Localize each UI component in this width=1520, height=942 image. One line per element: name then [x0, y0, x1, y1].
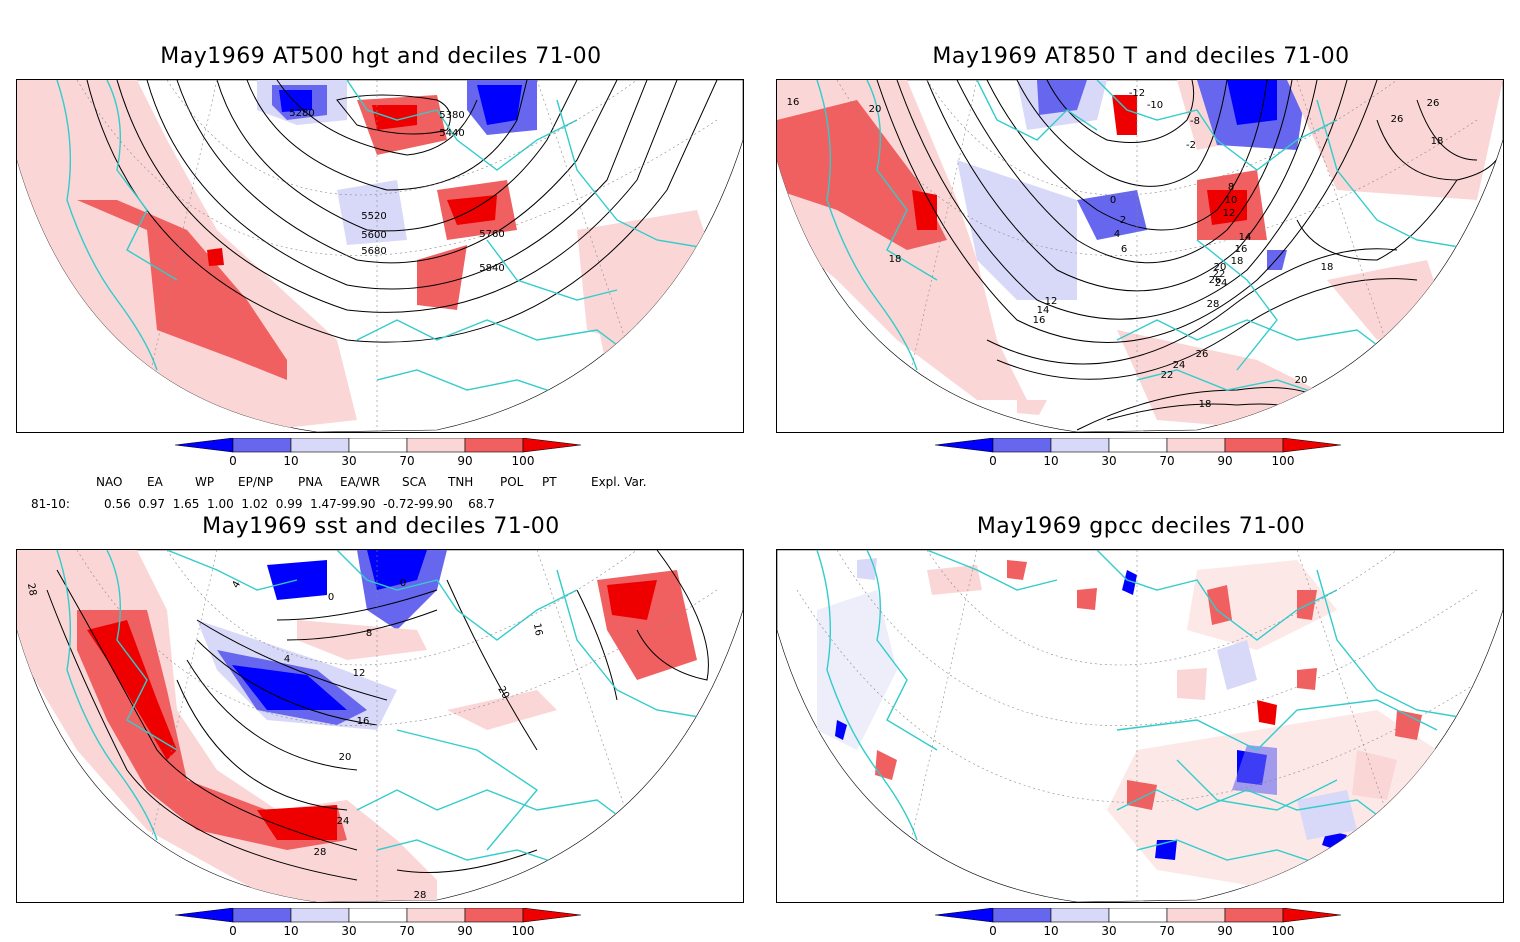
panel-title-hgt: May1969 AT500 hgt and deciles 71-00 — [160, 44, 602, 69]
colorbar-t850: 0 10 30 70 90 100 — [935, 438, 1345, 472]
panel-title-t850: May1969 AT850 T and deciles 71-00 — [932, 44, 1350, 69]
colorbar-hgt: 0 10 30 70 90 100 — [175, 438, 585, 472]
colorbar-segment — [464, 908, 524, 923]
index-name: POL — [500, 475, 524, 489]
colorbar-tick-label: 100 — [511, 454, 535, 468]
index-row-label: 81-10: — [31, 497, 70, 511]
colorbar-segment — [1282, 908, 1342, 923]
colorbar-tick-label: 10 — [1043, 454, 1059, 468]
colorbar-tick-label: 30 — [1101, 454, 1117, 468]
index-values-row: 81-10: 0.56 0.97 1.65 1.00 1.02 0.99 1.4… — [0, 497, 700, 513]
colorbar-tick-label: 70 — [1159, 454, 1175, 468]
colorbar-segment — [1282, 438, 1342, 453]
colorbar-tick-label: 10 — [1043, 924, 1059, 938]
colorbar-segment — [1050, 908, 1110, 923]
anomaly-red — [77, 200, 287, 380]
colorbar-tick-label: 90 — [1217, 924, 1233, 938]
index-name: NAO — [96, 475, 123, 489]
index-name: EA — [147, 475, 163, 489]
colorbar-segment — [232, 908, 292, 923]
colorbar-segment — [175, 908, 234, 923]
colorbar-segment — [1108, 908, 1168, 923]
colorbar-segment — [935, 908, 994, 923]
colorbar-segment — [1108, 438, 1168, 453]
index-values: 0.56 0.97 1.65 1.00 1.02 0.99 1.47-99.90… — [104, 497, 495, 511]
colorbar-tick-label: 10 — [283, 924, 299, 938]
panel-title-sst: May1969 sst and deciles 71-00 — [202, 514, 560, 539]
colorbar-tick-label: 100 — [1271, 454, 1295, 468]
colorbar-tick-label: 90 — [457, 454, 473, 468]
colorbar-tick-label: 90 — [1217, 454, 1233, 468]
colorbar-segment — [1224, 908, 1284, 923]
colorbar-segment — [406, 908, 466, 923]
colorbar-gpcc: 0 10 30 70 90 100 — [935, 908, 1345, 942]
index-name: PNA — [298, 475, 323, 489]
colorbar-segment — [290, 438, 350, 453]
panel-title-gpcc: May1969 gpcc deciles 71-00 — [976, 514, 1306, 539]
index-name: WP — [195, 475, 215, 489]
colorbar-tick-label: 0 — [229, 454, 237, 468]
index-name: Expl. Var. — [591, 475, 647, 489]
index-name: SCA — [402, 475, 427, 489]
colorbar-segment — [522, 438, 582, 453]
colorbar-segment — [1050, 438, 1110, 453]
colorbar-tick-label: 10 — [283, 454, 299, 468]
map-panel-t850: 16 20 -12 -10 -8 -2 0 2 4 6 8 10 12 14 1… — [776, 79, 1504, 433]
colorbar-segment — [232, 438, 292, 453]
map-panel-gpcc — [776, 549, 1504, 903]
anomaly-dark-blue — [279, 90, 312, 112]
colorbar-segment — [348, 908, 408, 923]
map-hgt-svg — [17, 80, 743, 432]
colorbar-sst: 0 10 30 70 90 100 — [175, 908, 585, 942]
colorbar-segment — [406, 438, 466, 453]
colorbar-tick-label: 90 — [457, 924, 473, 938]
colorbar-tick-label: 100 — [511, 924, 535, 938]
anomaly-dark-red — [207, 248, 224, 266]
index-name: EP/NP — [238, 475, 274, 489]
colorbar-segment — [522, 908, 582, 923]
colorbar-segment — [992, 438, 1052, 453]
colorbar-segment — [290, 908, 350, 923]
colorbar-tick-label: 70 — [399, 924, 415, 938]
colorbar-segment — [1166, 908, 1226, 923]
index-name: TNH — [448, 475, 474, 489]
colorbar-tick-label: 0 — [229, 924, 237, 938]
map-panel-sst: 28 0 4 8 12 16 20 24 28 28 16 20 0 4 — [16, 549, 744, 903]
colorbar-segment — [1166, 438, 1226, 453]
colorbar-tick-label: 30 — [1101, 924, 1117, 938]
colorbar-tick-label: 70 — [1159, 924, 1175, 938]
colorbar-segment — [935, 438, 994, 453]
index-name: PT — [542, 475, 557, 489]
index-names-row: NAO EA WP EP/NP PNA EA/WR SCA TNH POL PT… — [0, 475, 700, 491]
colorbar-tick-label: 30 — [341, 924, 357, 938]
colorbar-segment — [348, 438, 408, 453]
colorbar-segment — [1224, 438, 1284, 453]
colorbar-segment — [992, 908, 1052, 923]
colorbar-segment — [175, 438, 234, 453]
colorbar-tick-label: 30 — [341, 454, 357, 468]
colorbar-segment — [464, 438, 524, 453]
colorbar-tick-label: 70 — [399, 454, 415, 468]
map-panel-hgt: 5280 5380 5440 5520 5600 5680 5760 5840 — [16, 79, 744, 433]
colorbar-tick-label: 0 — [989, 454, 997, 468]
colorbar-tick-label: 100 — [1271, 924, 1295, 938]
index-name: EA/WR — [340, 475, 381, 489]
colorbar-tick-label: 0 — [989, 924, 997, 938]
